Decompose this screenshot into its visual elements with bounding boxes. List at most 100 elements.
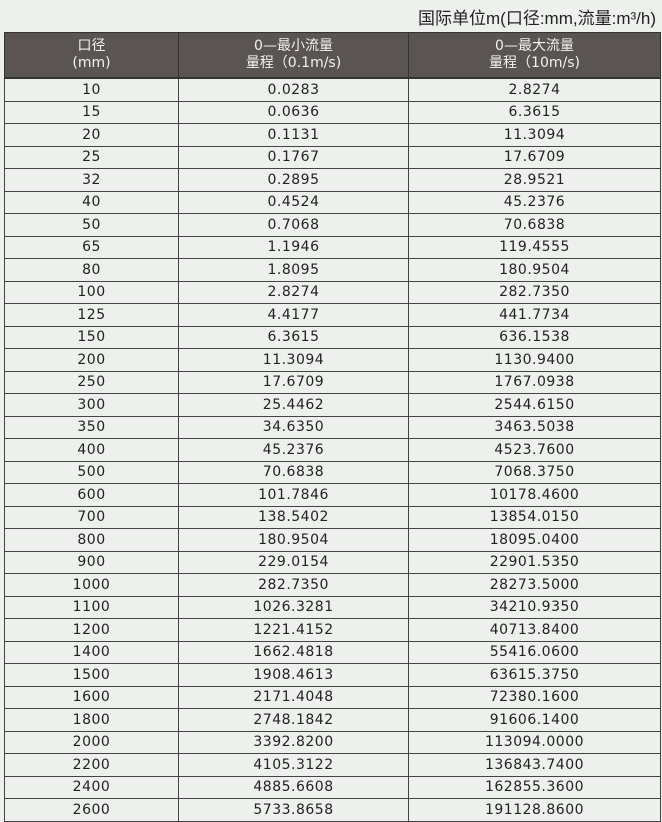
max-flow-cell: 11.3094 xyxy=(408,123,661,147)
max-flow-cell: 282.7350 xyxy=(408,280,661,304)
table-row: 32 0.2895 28.9521 xyxy=(4,168,661,192)
table-row: 900 229.0154 22901.5350 xyxy=(4,550,661,574)
table-row: 700 138.5402 13854.0150 xyxy=(4,505,661,529)
min-flow-cell: 0.0283 xyxy=(178,77,409,102)
table-row: 1500 1908.4613 63615.3750 xyxy=(4,663,661,687)
min-flow-cell: 0.2895 xyxy=(178,168,409,192)
max-flow-cell: 34210.9350 xyxy=(408,595,661,619)
diameter-cell: 1400 xyxy=(4,640,179,664)
min-flow-cell: 45.2376 xyxy=(178,438,409,462)
max-flow-cell: 40713.8400 xyxy=(408,618,661,642)
header-row: 口径 (mm) 0—最小流量 量程（0.1m/s) 0—最大流量 量程（10m/s) xyxy=(4,32,661,79)
table-row: 15 0.0636 6.3615 xyxy=(4,100,661,124)
diameter-cell: 900 xyxy=(4,550,179,574)
header-line1: 0—最小流量 xyxy=(254,38,333,54)
table-row: 500 70.6838 7068.3750 xyxy=(4,460,661,484)
max-flow-cell: 28273.5000 xyxy=(408,573,661,597)
diameter-cell: 400 xyxy=(4,438,179,462)
min-flow-cell: 6.3615 xyxy=(178,325,409,349)
table-row: 200 11.3094 1130.9400 xyxy=(4,348,661,372)
max-flow-cell: 22901.5350 xyxy=(408,550,661,574)
diameter-cell: 65 xyxy=(4,235,179,259)
min-flow-cell: 0.0636 xyxy=(178,100,409,124)
diameter-cell: 1600 xyxy=(4,685,179,709)
max-flow-cell: 72380.1600 xyxy=(408,685,661,709)
max-flow-cell: 119.4555 xyxy=(408,235,661,259)
min-flow-cell: 2.8274 xyxy=(178,280,409,304)
diameter-cell: 40 xyxy=(4,190,179,214)
table-row: 1600 2171.4048 72380.1600 xyxy=(4,685,661,709)
table-row: 1000 282.7350 28273.5000 xyxy=(4,573,661,597)
header-max-flow: 0—最大流量 量程（10m/s) xyxy=(408,32,661,79)
max-flow-cell: 636.1538 xyxy=(408,325,661,349)
table-row: 50 0.7068 70.6838 xyxy=(4,213,661,237)
diameter-cell: 100 xyxy=(4,280,179,304)
min-flow-cell: 4.4177 xyxy=(178,303,409,327)
diameter-cell: 600 xyxy=(4,483,179,507)
max-flow-cell: 2.8274 xyxy=(408,77,661,102)
diameter-cell: 1200 xyxy=(4,618,179,642)
min-flow-cell: 1662.4818 xyxy=(178,640,409,664)
table-row: 350 34.6350 3463.5038 xyxy=(4,415,661,439)
min-flow-cell: 1908.4613 xyxy=(178,663,409,687)
min-flow-cell: 3392.8200 xyxy=(178,730,409,754)
diameter-cell: 150 xyxy=(4,325,179,349)
table-row: 2200 4105.3122 136843.7400 xyxy=(4,753,661,777)
header-line1: 口径 xyxy=(77,38,106,54)
diameter-cell: 1800 xyxy=(4,708,179,732)
diameter-cell: 250 xyxy=(4,370,179,394)
max-flow-cell: 63615.3750 xyxy=(408,663,661,687)
min-flow-cell: 2171.4048 xyxy=(178,685,409,709)
table-row: 1800 2748.1842 91606.1400 xyxy=(4,708,661,732)
diameter-cell: 500 xyxy=(4,460,179,484)
table-row: 25 0.1767 17.6709 xyxy=(4,145,661,169)
diameter-cell: 200 xyxy=(4,348,179,372)
diameter-cell: 350 xyxy=(4,415,179,439)
min-flow-cell: 4885.6608 xyxy=(178,775,409,799)
min-flow-cell: 229.0154 xyxy=(178,550,409,574)
diameter-cell: 2200 xyxy=(4,753,179,777)
max-flow-cell: 55416.0600 xyxy=(408,640,661,664)
max-flow-cell: 91606.1400 xyxy=(408,708,661,732)
table-row: 40 0.4524 45.2376 xyxy=(4,190,661,214)
min-flow-cell: 0.7068 xyxy=(178,213,409,237)
min-flow-cell: 5733.8658 xyxy=(178,798,409,822)
min-flow-cell: 1221.4152 xyxy=(178,618,409,642)
max-flow-cell: 70.6838 xyxy=(408,213,661,237)
min-flow-cell: 25.4462 xyxy=(178,393,409,417)
diameter-cell: 800 xyxy=(4,528,179,552)
max-flow-cell: 4523.7600 xyxy=(408,438,661,462)
min-flow-cell: 138.5402 xyxy=(178,505,409,529)
table-row: 1400 1662.4818 55416.0600 xyxy=(4,640,661,664)
diameter-cell: 15 xyxy=(4,100,179,124)
max-flow-cell: 191128.8600 xyxy=(408,798,661,822)
table-row: 150 6.3615 636.1538 xyxy=(4,325,661,349)
table-row: 800 180.9504 18095.0400 xyxy=(4,528,661,552)
min-flow-cell: 101.7846 xyxy=(178,483,409,507)
diameter-cell: 25 xyxy=(4,145,179,169)
table-row: 2000 3392.8200 113094.0000 xyxy=(4,730,661,754)
table-row: 80 1.8095 180.9504 xyxy=(4,258,661,282)
table-row: 2400 4885.6608 162855.3600 xyxy=(4,775,661,799)
table-row: 300 25.4462 2544.6150 xyxy=(4,393,661,417)
min-flow-cell: 17.6709 xyxy=(178,370,409,394)
table-row: 600 101.7846 10178.4600 xyxy=(4,483,661,507)
diameter-cell: 1000 xyxy=(4,573,179,597)
min-flow-cell: 34.6350 xyxy=(178,415,409,439)
max-flow-cell: 1767.0938 xyxy=(408,370,661,394)
table-row: 100 2.8274 282.7350 xyxy=(4,280,661,304)
table-row: 125 4.4177 441.7734 xyxy=(4,303,661,327)
min-flow-cell: 0.4524 xyxy=(178,190,409,214)
table-row: 400 45.2376 4523.7600 xyxy=(4,438,661,462)
diameter-cell: 80 xyxy=(4,258,179,282)
max-flow-cell: 2544.6150 xyxy=(408,393,661,417)
min-flow-cell: 1.1946 xyxy=(178,235,409,259)
max-flow-cell: 3463.5038 xyxy=(408,415,661,439)
max-flow-cell: 13854.0150 xyxy=(408,505,661,529)
diameter-cell: 32 xyxy=(4,168,179,192)
max-flow-cell: 45.2376 xyxy=(408,190,661,214)
min-flow-cell: 180.9504 xyxy=(178,528,409,552)
min-flow-cell: 2748.1842 xyxy=(178,708,409,732)
min-flow-cell: 1.8095 xyxy=(178,258,409,282)
diameter-cell: 20 xyxy=(4,123,179,147)
